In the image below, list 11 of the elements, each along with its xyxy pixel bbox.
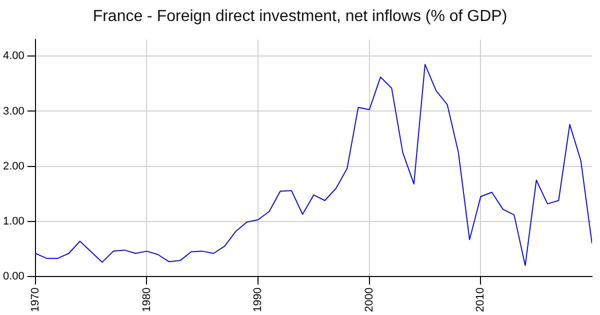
y-tick-label: 2.00 [2, 160, 24, 172]
chart-title: France - Foreign direct investment, net inflows (% of GDP) [92, 7, 508, 27]
y-tick-label: 3.00 [2, 105, 24, 118]
x-tick-label: 1990 [252, 288, 264, 312]
x-tick-label: 2000 [363, 288, 376, 312]
x-tick-label: 1970 [29, 288, 42, 312]
y-tick-label: 4.00 [2, 50, 24, 62]
x-tick-label: 1980 [140, 288, 153, 312]
x-tick-label: 2010 [474, 288, 487, 312]
y-tick-label: 0.00 [2, 270, 24, 283]
y-tick-label: 1.00 [2, 215, 24, 228]
